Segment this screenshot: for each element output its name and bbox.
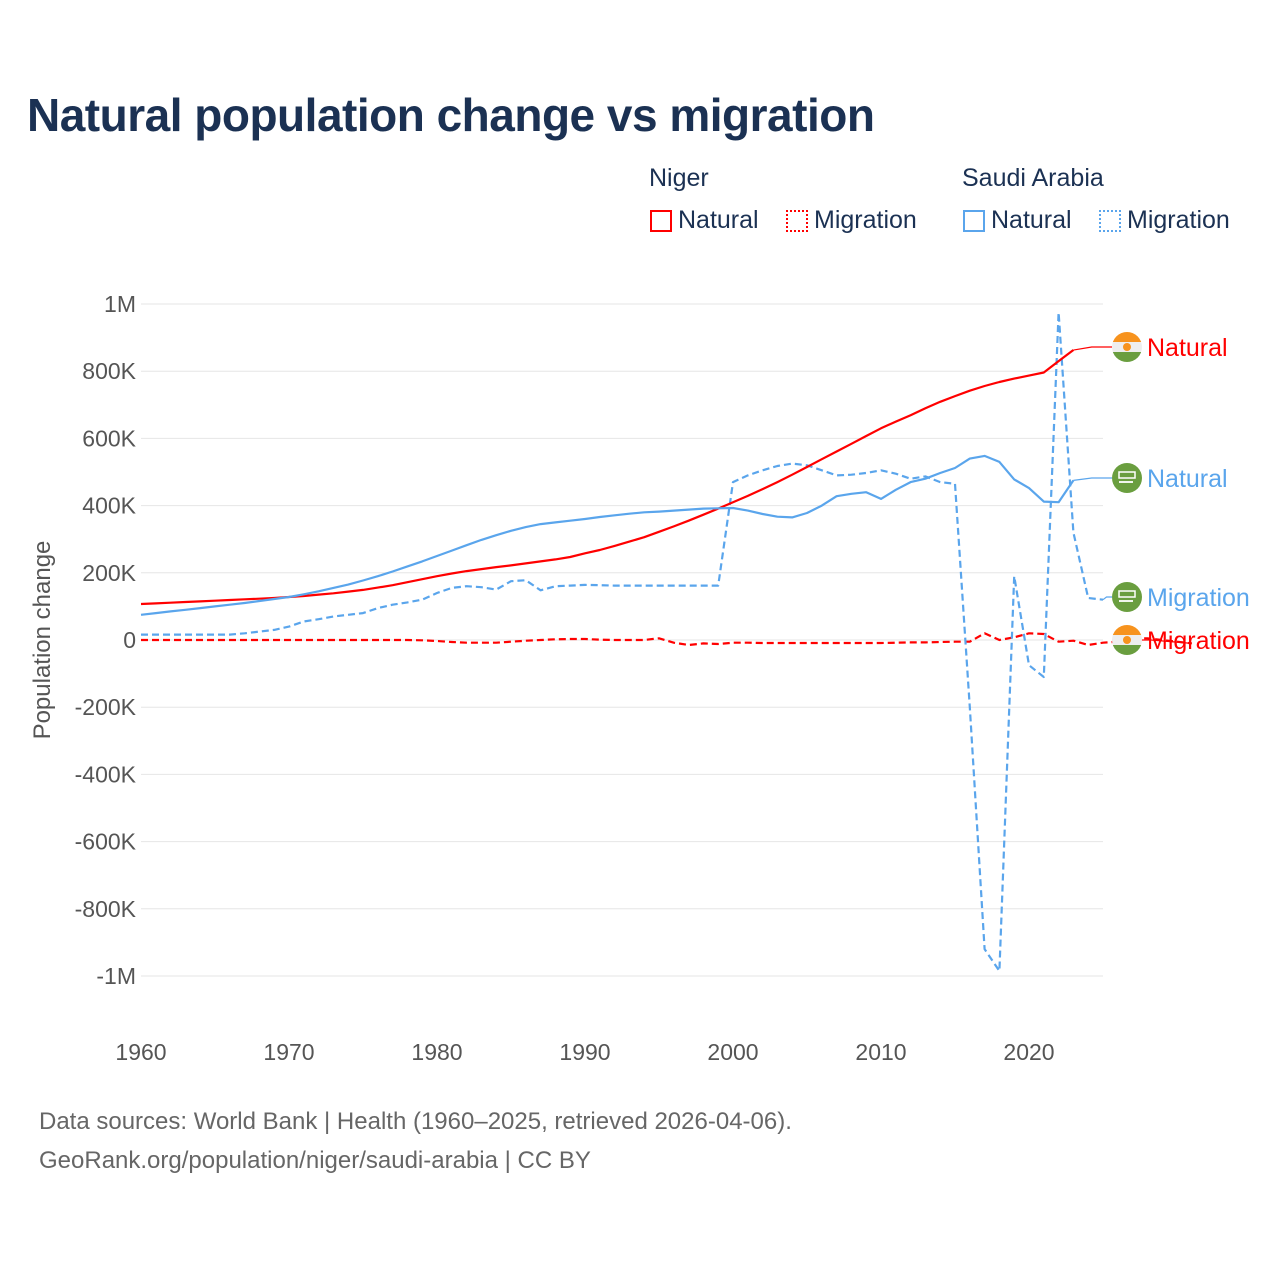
y-tick-label: 1M xyxy=(104,291,136,317)
end-label-text: Natural xyxy=(1147,334,1228,362)
end-label-connector xyxy=(1102,596,1112,601)
end-label-text: Migration xyxy=(1147,584,1250,612)
end-label-niger-natural: Natural xyxy=(1073,332,1228,362)
niger-flag-icon xyxy=(1112,625,1142,655)
series-line-saudi-arabia-natural[interactable] xyxy=(140,454,1075,616)
legend-swatch-dotted-icon xyxy=(786,209,808,232)
legend-label: Migration xyxy=(814,206,917,234)
legend-niger-migration[interactable]: Migration xyxy=(786,206,917,235)
legend-label: Natural xyxy=(991,206,1072,234)
y-tick-label: 600K xyxy=(82,425,136,451)
legend-group-niger: Niger xyxy=(649,164,709,192)
x-tick-label: 1970 xyxy=(263,1039,314,1065)
legend-swatch-dotted-icon xyxy=(1099,209,1121,232)
end-label-niger-migration: Migration xyxy=(1112,625,1250,655)
chart-title: Natural population change vs migration xyxy=(27,89,875,141)
y-tick-label: 400K xyxy=(82,493,136,519)
end-label-connector xyxy=(1073,477,1112,481)
y-tick-label: 800K xyxy=(82,358,136,384)
y-tick-label: -200K xyxy=(75,694,137,720)
x-tick-label: 1980 xyxy=(411,1039,462,1065)
end-label-connector xyxy=(1073,346,1112,351)
y-axis-label: Population change xyxy=(29,541,56,740)
legend-swatch-solid-icon xyxy=(650,209,672,232)
legend-saudi-natural[interactable]: Natural xyxy=(963,206,1072,235)
y-tick-label: -1M xyxy=(96,963,136,989)
end-label-saudi-arabia-natural: Natural xyxy=(1073,463,1228,493)
x-tick-label: 2000 xyxy=(707,1039,758,1065)
y-tick-label: 200K xyxy=(82,560,136,586)
footer-sources: Data sources: World Bank | Health (1960–… xyxy=(39,1108,792,1135)
y-tick-label: -600K xyxy=(75,829,137,855)
end-label-text: Migration xyxy=(1147,627,1250,655)
saudi-flag-icon xyxy=(1112,463,1142,493)
x-tick-label: 2010 xyxy=(855,1039,906,1065)
series-line-niger-natural[interactable] xyxy=(140,349,1075,606)
legend-group-saudi-arabia: Saudi Arabia xyxy=(962,164,1104,192)
x-tick-label: 1990 xyxy=(559,1039,610,1065)
x-tick-label: 2020 xyxy=(1003,1039,1054,1065)
legend-label: Migration xyxy=(1127,206,1230,234)
legend-label: Natural xyxy=(678,206,759,234)
y-tick-label: -800K xyxy=(75,896,137,922)
y-tick-label: -400K xyxy=(75,761,137,787)
legend-saudi-migration[interactable]: Migration xyxy=(1099,206,1230,235)
y-tick-label: 0 xyxy=(123,627,136,653)
saudi-flag-icon xyxy=(1112,582,1142,612)
legend-swatch-solid-icon xyxy=(963,209,985,232)
series-line-niger-migration[interactable] xyxy=(141,632,1192,647)
end-label-text: Natural xyxy=(1147,465,1228,493)
footer-attribution[interactable]: GeoRank.org/population/niger/saudi-arabi… xyxy=(39,1147,591,1174)
x-tick-label: 1960 xyxy=(115,1039,166,1065)
legend-niger-natural[interactable]: Natural xyxy=(650,206,759,235)
end-label-saudi-arabia-migration: Migration xyxy=(1102,582,1250,612)
niger-flag-icon xyxy=(1112,332,1142,362)
